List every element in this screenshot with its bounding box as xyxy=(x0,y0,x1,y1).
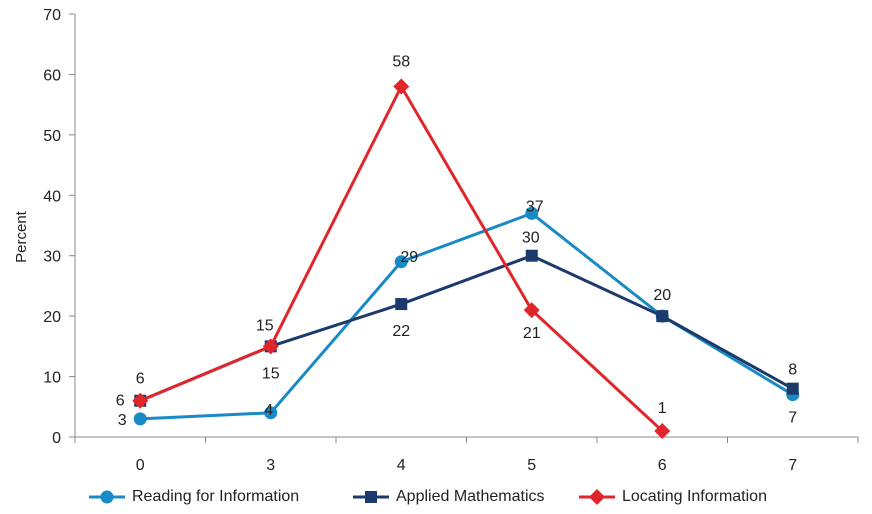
data-label: 8 xyxy=(788,362,797,379)
data-point xyxy=(523,302,540,319)
x-tick-label: 5 xyxy=(527,457,536,474)
y-tick-label: 20 xyxy=(43,309,61,326)
data-point xyxy=(786,382,799,395)
legend-swatch xyxy=(89,490,125,504)
data-label: 6 xyxy=(116,393,125,410)
legend-label: Locating Information xyxy=(622,488,767,505)
y-tick-label: 70 xyxy=(43,7,61,24)
series-locating-information xyxy=(132,78,671,439)
legend-marker xyxy=(589,489,605,505)
data-label: 29 xyxy=(400,249,418,266)
data-point xyxy=(656,310,669,323)
series-reading-for-information xyxy=(133,206,800,426)
data-point xyxy=(262,338,279,355)
series-applied-mathematics xyxy=(134,249,799,407)
series-layer xyxy=(132,78,800,439)
data-label: 4 xyxy=(264,402,273,419)
x-tick-label: 3 xyxy=(266,457,275,474)
data-label: 21 xyxy=(523,325,541,342)
y-tick-label: 50 xyxy=(43,128,61,145)
data-label: 37 xyxy=(526,198,544,215)
data-label: 15 xyxy=(256,317,274,334)
axes: 0 10 20 30 40 50 60 70 0 3 4 5 6 7 xyxy=(43,7,859,474)
x-tick-label: 4 xyxy=(397,457,406,474)
series-line-reading-for-information xyxy=(140,211,794,421)
data-point xyxy=(132,392,149,409)
data-point xyxy=(654,422,671,439)
data-point xyxy=(264,406,278,420)
x-tick-label: 7 xyxy=(788,457,797,474)
legend-item-locating-information: Locating Information xyxy=(578,484,767,510)
legend-label: Applied Mathematics xyxy=(396,488,545,505)
legend-label: Reading for Information xyxy=(132,488,300,505)
legend-swatch xyxy=(579,489,615,505)
data-labels: 3 4 29 37 7 6 15 22 30 20 8 6 15 58 21 1 xyxy=(116,54,798,429)
y-tick-label: 40 xyxy=(43,188,61,205)
data-point xyxy=(525,206,539,220)
legend-item-reading-for-information: Reading for Information xyxy=(88,484,299,510)
data-point xyxy=(393,78,410,95)
series-line-applied-mathematics xyxy=(139,254,794,403)
data-label: 1 xyxy=(658,400,667,417)
data-label: 22 xyxy=(392,323,410,340)
data-label: 6 xyxy=(136,371,145,388)
legend-swatch xyxy=(353,491,389,503)
legend-item-applied-mathematics: Applied Mathematics xyxy=(352,484,545,510)
y-tick-label: 10 xyxy=(43,370,61,387)
y-tick-label: 0 xyxy=(52,430,61,447)
x-tick-label: 6 xyxy=(658,457,667,474)
data-point xyxy=(525,249,538,262)
y-tick-label: 30 xyxy=(43,249,61,266)
x-tick-label: 0 xyxy=(136,457,145,474)
data-point xyxy=(133,412,147,426)
line-chart: 0 10 20 30 40 50 60 70 0 3 4 5 6 7 3 4 29 37 7 6 15 22 30 20 8 6… xyxy=(13,7,859,474)
y-axis-title: Percent xyxy=(13,210,30,263)
data-label: 20 xyxy=(653,287,671,304)
data-label: 30 xyxy=(522,230,540,247)
data-label: 58 xyxy=(392,54,410,71)
legend-marker xyxy=(365,491,377,503)
data-label: 7 xyxy=(788,410,797,427)
data-point xyxy=(394,255,408,269)
data-label: 3 xyxy=(118,412,127,429)
legend: Reading for Information Applied Mathemati… xyxy=(0,484,872,510)
y-tick-label: 60 xyxy=(43,67,61,84)
legend-marker xyxy=(100,490,114,504)
data-point xyxy=(395,298,408,311)
data-label: 15 xyxy=(262,365,280,382)
